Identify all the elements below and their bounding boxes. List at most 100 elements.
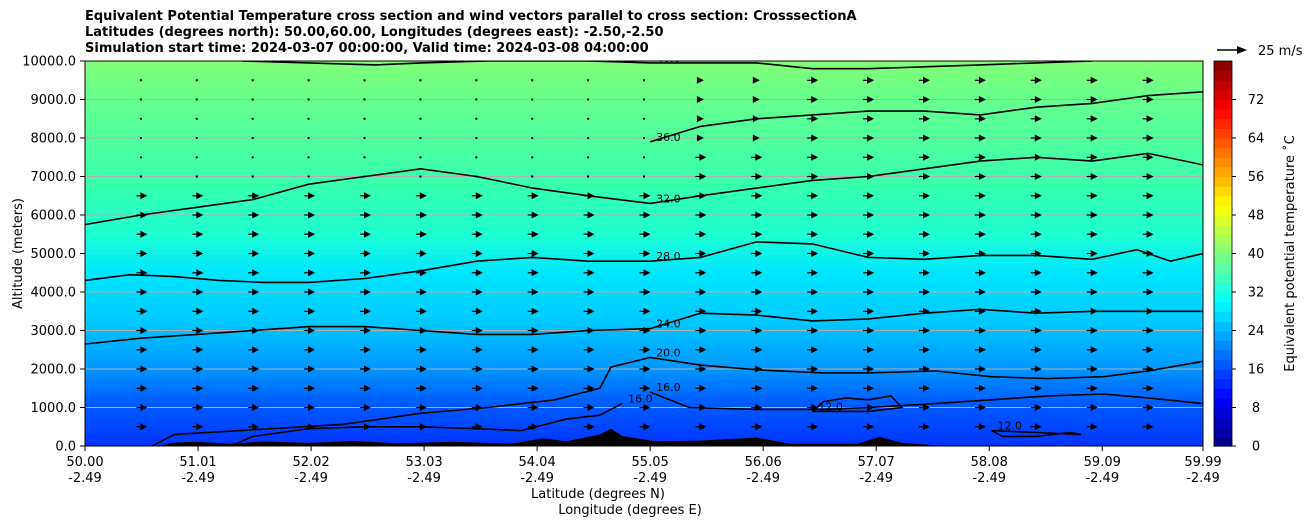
wind-arrow (587, 156, 590, 159)
x-tick-label-lon: -2.49 (746, 471, 780, 486)
wind-arrow (751, 153, 763, 161)
contour-lines: 20.0 24.0 28.0 32.0 36.0 40.0 16.016.0 12.0 12.0 (85, 61, 1203, 446)
colorbar-band (1214, 359, 1232, 370)
wind-arrow (1086, 250, 1098, 257)
wind-arrow (587, 79, 590, 82)
chart-title-line: Latitudes (degrees north): 50.00,60.00, … (85, 25, 664, 40)
wind-arrow (360, 288, 371, 296)
wind-arrow (475, 79, 478, 82)
wind-arrow (974, 76, 986, 84)
wind-arrow (192, 269, 204, 277)
wind-arrow (304, 346, 316, 354)
wind-arrow (195, 117, 198, 120)
wind-arrow (307, 175, 310, 178)
y-tick-label: 7000.0 (31, 170, 77, 185)
colorbar-band (1214, 436, 1232, 447)
wind-arrow (363, 137, 366, 139)
wind-arrow (1142, 134, 1154, 142)
colorbar-band (1214, 388, 1232, 399)
colorbar-band (1214, 272, 1232, 283)
colorbar-tick-label: 56 (1248, 170, 1265, 185)
wind-arrow (751, 346, 763, 354)
wind-arrow (696, 115, 704, 123)
wind-arrow (1086, 211, 1098, 219)
wind-arrow (583, 230, 595, 238)
wind-arrow (527, 192, 539, 200)
wind-arrow (639, 230, 651, 238)
wind-arrow (471, 288, 483, 296)
wind-arrow (248, 346, 260, 354)
wind-arrow (863, 365, 875, 373)
wind-arrow (1086, 153, 1098, 161)
wind-arrow (695, 173, 707, 180)
wind-arrow (363, 156, 366, 159)
wind-arrow (307, 98, 310, 101)
wind-arrow (974, 230, 986, 238)
colorbar-tick-label: 40 (1248, 247, 1265, 262)
wind-arrow (251, 79, 254, 82)
wind-arrow (751, 288, 763, 296)
x-tick-label-lon: -2.49 (520, 471, 554, 486)
wind-arrow (807, 192, 819, 200)
colorbar-band (1214, 109, 1232, 120)
colorbar-band (1214, 195, 1232, 206)
wind-arrow (751, 423, 763, 431)
wind-arrow (643, 175, 645, 178)
wind-arrow (751, 327, 763, 334)
wind-arrow (471, 192, 483, 200)
wind-arrow (527, 269, 539, 277)
colorbar-band (1214, 186, 1232, 197)
wind-arrow (919, 384, 930, 392)
wind-arrow (1086, 76, 1098, 84)
wind-arrow (863, 250, 875, 257)
wind-arrow (863, 327, 875, 334)
wind-arrow (248, 384, 260, 392)
wind-arrow (1030, 134, 1042, 142)
wind-arrow (643, 117, 645, 120)
wind-arrow (195, 98, 198, 101)
y-tick-label: 5000.0 (31, 247, 77, 262)
wind-arrow (919, 115, 930, 123)
wind-arrow (136, 307, 148, 315)
wind-arrow (360, 230, 371, 238)
wind-arrow (307, 137, 310, 139)
wind-arrow (248, 250, 260, 257)
wind-arrow (639, 423, 651, 431)
wind-arrow (1142, 346, 1154, 354)
wind-arrow (471, 384, 483, 392)
wind-arrow (248, 423, 260, 431)
wind-arrow (192, 327, 204, 334)
wind-arrow (527, 288, 539, 296)
wind-arrow (419, 137, 422, 139)
wind-arrow (639, 365, 651, 373)
contour-line (85, 308, 1203, 345)
wind-arrow (695, 269, 707, 277)
wind-arrow (1142, 327, 1154, 334)
colorbar-band (1214, 417, 1232, 428)
chart-title: Equivalent Potential Temperature cross s… (85, 9, 857, 57)
wind-arrow (1142, 404, 1154, 411)
wind-arrow (415, 307, 427, 315)
wind-arrow (974, 153, 986, 161)
wind-arrow (415, 230, 427, 238)
wind-arrow (1142, 96, 1154, 103)
wind-arrow (248, 404, 260, 411)
x-tick-label-lon: -2.49 (1085, 471, 1119, 486)
wind-arrow (974, 288, 986, 296)
wind-arrow (863, 76, 875, 84)
wind-arrow (919, 327, 930, 334)
wind-arrow (974, 269, 986, 277)
wind-arrow (419, 175, 422, 178)
wind-arrow (248, 365, 260, 373)
colorbar-band (1214, 61, 1232, 72)
wind-arrow (1086, 134, 1098, 142)
wind-arrow (583, 384, 595, 392)
wind-arrow (863, 192, 875, 200)
wind-arrow (974, 115, 986, 123)
wind-arrow (583, 288, 595, 296)
wind-arrow (974, 96, 986, 103)
wind-arrow (304, 288, 316, 296)
wind-arrow (192, 307, 204, 315)
wind-arrow (195, 175, 198, 178)
y-axis-label: Altitude (meters) (11, 198, 26, 309)
